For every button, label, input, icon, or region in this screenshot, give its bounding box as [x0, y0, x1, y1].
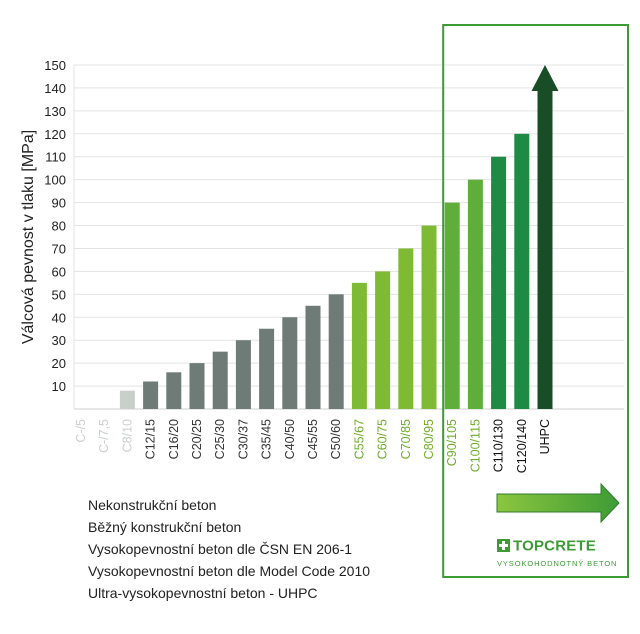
x-tick-label: C12/15	[144, 419, 158, 459]
bar	[212, 351, 228, 409]
bar	[328, 294, 344, 409]
legend-item-structural: Běžný konstrukční beton	[88, 519, 242, 535]
arrows	[496, 482, 620, 524]
bar	[143, 381, 159, 409]
bar-uhpc-arrow	[531, 65, 559, 409]
x-tick-label: C70/85	[399, 419, 413, 459]
y-tick-label: 80	[52, 219, 66, 234]
topcrete-logo: TOPCRETE VYSOKOHODNOTNÝ BETON	[497, 537, 619, 568]
y-tick-label: 110	[45, 150, 66, 165]
bar	[305, 305, 321, 409]
y-axis-label: Válcová pevnost v tlaku [MPa]	[20, 130, 37, 344]
y-tick-label: 30	[52, 333, 66, 348]
y-tick-label: 140	[44, 81, 66, 96]
x-tick-label: C-/7,5	[97, 419, 111, 453]
model-code-highlight-frame	[442, 24, 630, 578]
bar	[375, 271, 391, 409]
y-tick-label: 150	[44, 58, 66, 73]
bar	[259, 328, 275, 409]
x-tick-label: C8/10	[120, 419, 134, 452]
grid-lines	[73, 64, 624, 410]
x-tick-label: C120/140	[515, 419, 529, 473]
legend-item-high-strength-csn: Vysokopevnostní beton dle ČSN EN 206-1	[88, 541, 353, 557]
x-tick-label: C30/37	[236, 419, 250, 459]
x-tick-label: C60/75	[376, 419, 390, 459]
x-tick-label: C16/20	[167, 419, 181, 459]
x-tick-label: C25/30	[213, 419, 227, 459]
y-tick-label: 60	[52, 264, 66, 279]
legend-item-high-strength-model-code: Vysokopevnostní beton dle Model Code 201…	[88, 563, 371, 579]
bar	[235, 340, 251, 409]
x-tick-label: C110/130	[492, 419, 506, 472]
legend-item-uhpc: Ultra-vysokopevnostní beton - UHPC	[88, 585, 318, 601]
bar	[282, 317, 298, 409]
bar	[189, 363, 205, 409]
y-tick-labels: 10 20 30 40 50 60 70 80 90 100 110 120 130 140 150	[44, 58, 66, 394]
bar	[421, 225, 437, 409]
y-tick-label: 120	[44, 127, 66, 142]
bar	[444, 202, 460, 409]
y-tick-label: 50	[52, 287, 66, 302]
logo-tagline: VYSOKOHODNOTNÝ BETON	[497, 559, 618, 568]
x-tick-label: C-/5	[74, 419, 88, 443]
bar	[467, 179, 483, 409]
x-tick-labels: C-/5 C-/7,5 C8/10 C12/15 C16/20 C20/25 C25/30 C…	[74, 419, 552, 473]
x-tick-label: C50/60	[329, 419, 343, 459]
logo-name: TOPCRETE	[513, 537, 597, 555]
y-tick-label: 90	[52, 196, 66, 211]
y-tick-label: 40	[52, 310, 66, 325]
legend-item-nonstructural: Nekonstrukční beton	[88, 497, 217, 513]
y-tick-label: 130	[44, 104, 66, 119]
x-tick-label: C55/67	[352, 419, 366, 459]
y-tick-label: 100	[44, 173, 66, 188]
x-tick-label: C90/105	[445, 419, 459, 466]
logo-cross-icon	[497, 539, 510, 553]
bar	[514, 133, 530, 410]
y-tick-label: 70	[52, 241, 66, 256]
x-tick-label: C45/55	[306, 419, 320, 459]
bar	[166, 372, 182, 409]
bar	[491, 156, 507, 409]
bar	[119, 390, 135, 409]
bar	[398, 248, 414, 409]
x-tick-label: C40/50	[283, 419, 297, 459]
x-tick-label: C20/25	[190, 419, 204, 459]
bar	[351, 282, 367, 409]
x-tick-label: C35/45	[260, 419, 274, 459]
bars	[119, 65, 559, 410]
x-tick-label: C80/95	[422, 419, 436, 459]
x-tick-label: UHPC	[538, 419, 552, 454]
legend: Nekonstrukční beton Běžný konstrukční be…	[88, 494, 370, 604]
y-tick-label: 10	[52, 379, 66, 394]
progress-arrow	[496, 482, 620, 524]
y-tick-label: 20	[52, 356, 66, 371]
highlight-box	[442, 24, 630, 578]
x-tick-label: C100/115	[468, 419, 482, 472]
